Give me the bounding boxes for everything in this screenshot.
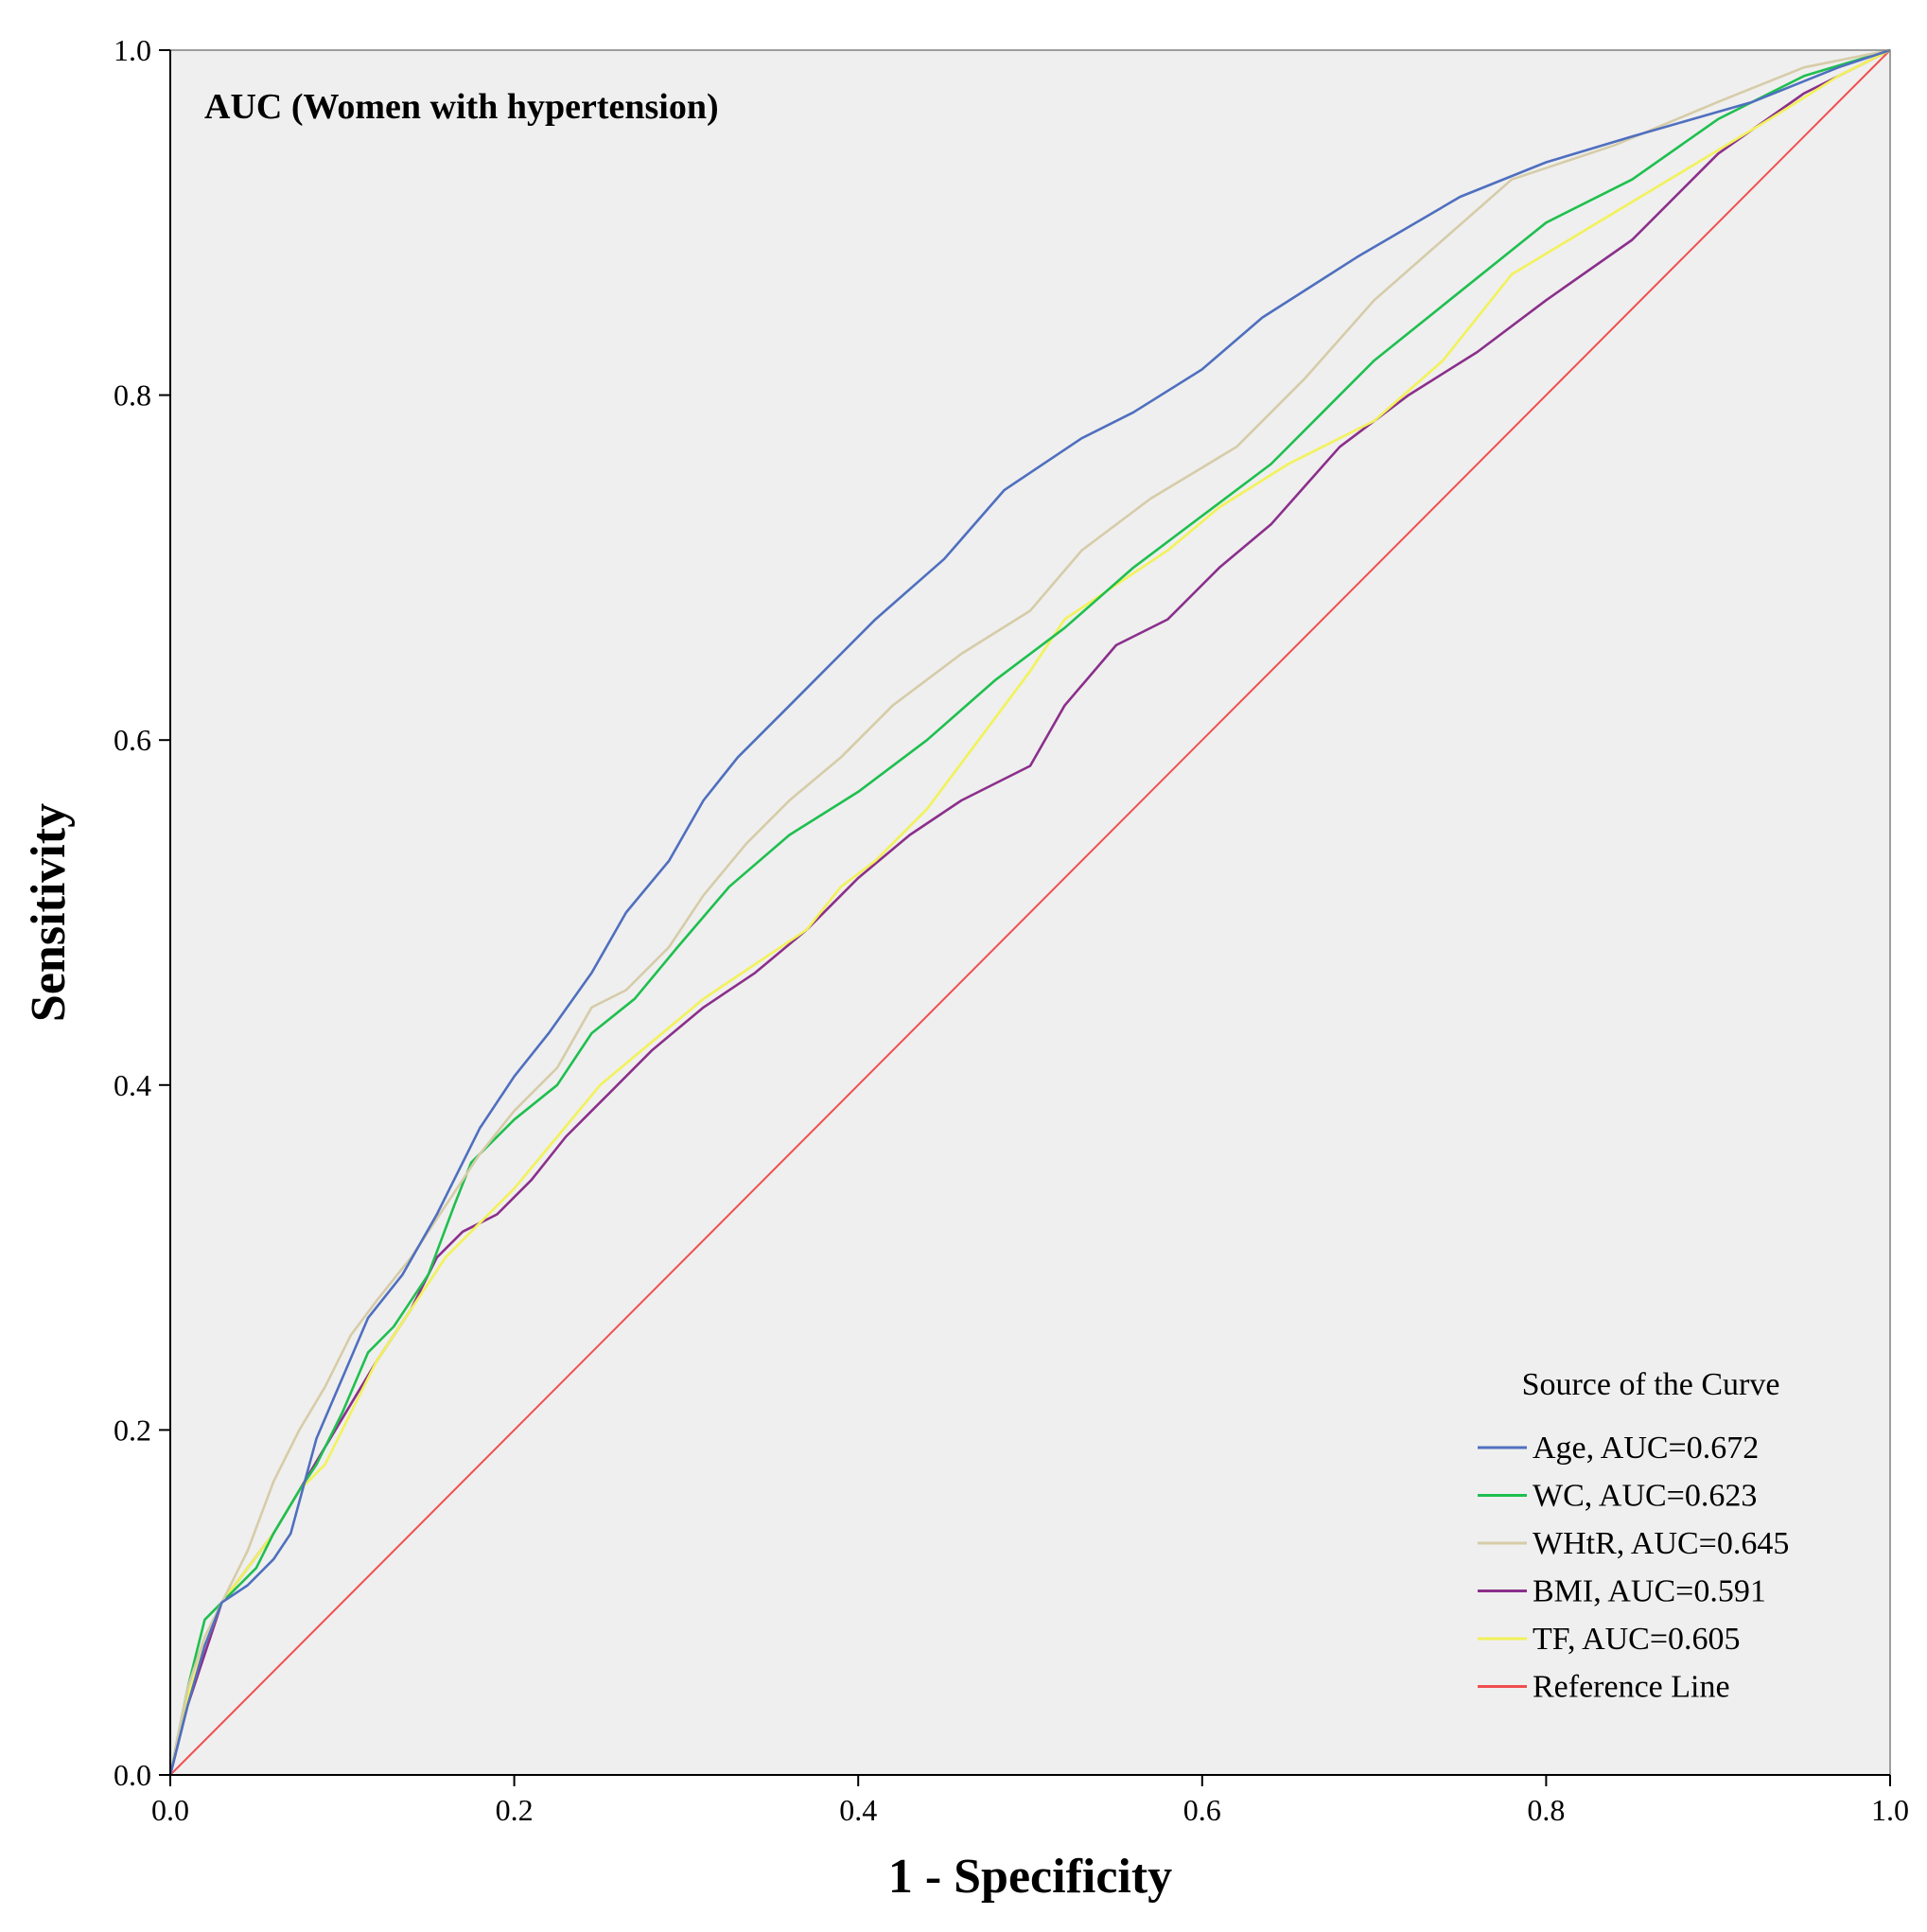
legend-title: Source of the Curve — [1522, 1367, 1780, 1402]
legend-label-reference: Reference Line — [1533, 1670, 1730, 1705]
legend-label-wc: WC, AUC=0.623 — [1533, 1479, 1757, 1514]
series-line-age — [168, 48, 1891, 1776]
legend: Source of the Curve Age, AUC=0.672 WC, AU… — [1478, 1367, 1789, 1705]
y-tick-label: 0.8 — [114, 378, 151, 413]
legend-label-age: Age, AUC=0.672 — [1533, 1431, 1759, 1466]
y-tick-label: 0.6 — [114, 723, 151, 757]
chart-title: AUC (Women with hypertension) — [204, 87, 719, 127]
y-tick-label: 1.0 — [114, 33, 151, 67]
x-tick-label: 0.4 — [839, 1793, 877, 1827]
x-tick-label: 1.0 — [1871, 1793, 1909, 1827]
series-line-wc — [168, 48, 1891, 1776]
series-line-reference — [169, 49, 1891, 1776]
legend-label-tf: TF, AUC=0.605 — [1533, 1622, 1741, 1657]
legend-label-whtr: WHtR, AUC=0.645 — [1533, 1526, 1789, 1561]
x-axis-label: 1 - Specificity — [888, 1850, 1172, 1904]
y-tick-label: 0.2 — [114, 1413, 151, 1447]
legend-items: Age, AUC=0.672 WC, AUC=0.623 WHtR, AUC=0.6… — [1478, 1431, 1789, 1705]
y-tick-label: 0.0 — [114, 1758, 151, 1792]
x-tick-label: 0.6 — [1183, 1793, 1221, 1827]
axis-layer: 0.0 0.2 0.4 0.6 0.8 1.0 0.0 0.2 0.4 0.6 0.8 1.0 — [114, 33, 1909, 1827]
y-axis-label: Sensitivity — [22, 803, 76, 1022]
x-tick-label: 0.2 — [496, 1793, 534, 1827]
y-tick-label: 0.4 — [114, 1068, 151, 1102]
x-tick-label: 0.8 — [1527, 1793, 1565, 1827]
series-layer — [168, 48, 1891, 1776]
legend-label-bmi: BMI, AUC=0.591 — [1533, 1574, 1766, 1609]
x-tick-label: 0.0 — [151, 1793, 189, 1827]
series-line-whtr — [168, 48, 1891, 1776]
